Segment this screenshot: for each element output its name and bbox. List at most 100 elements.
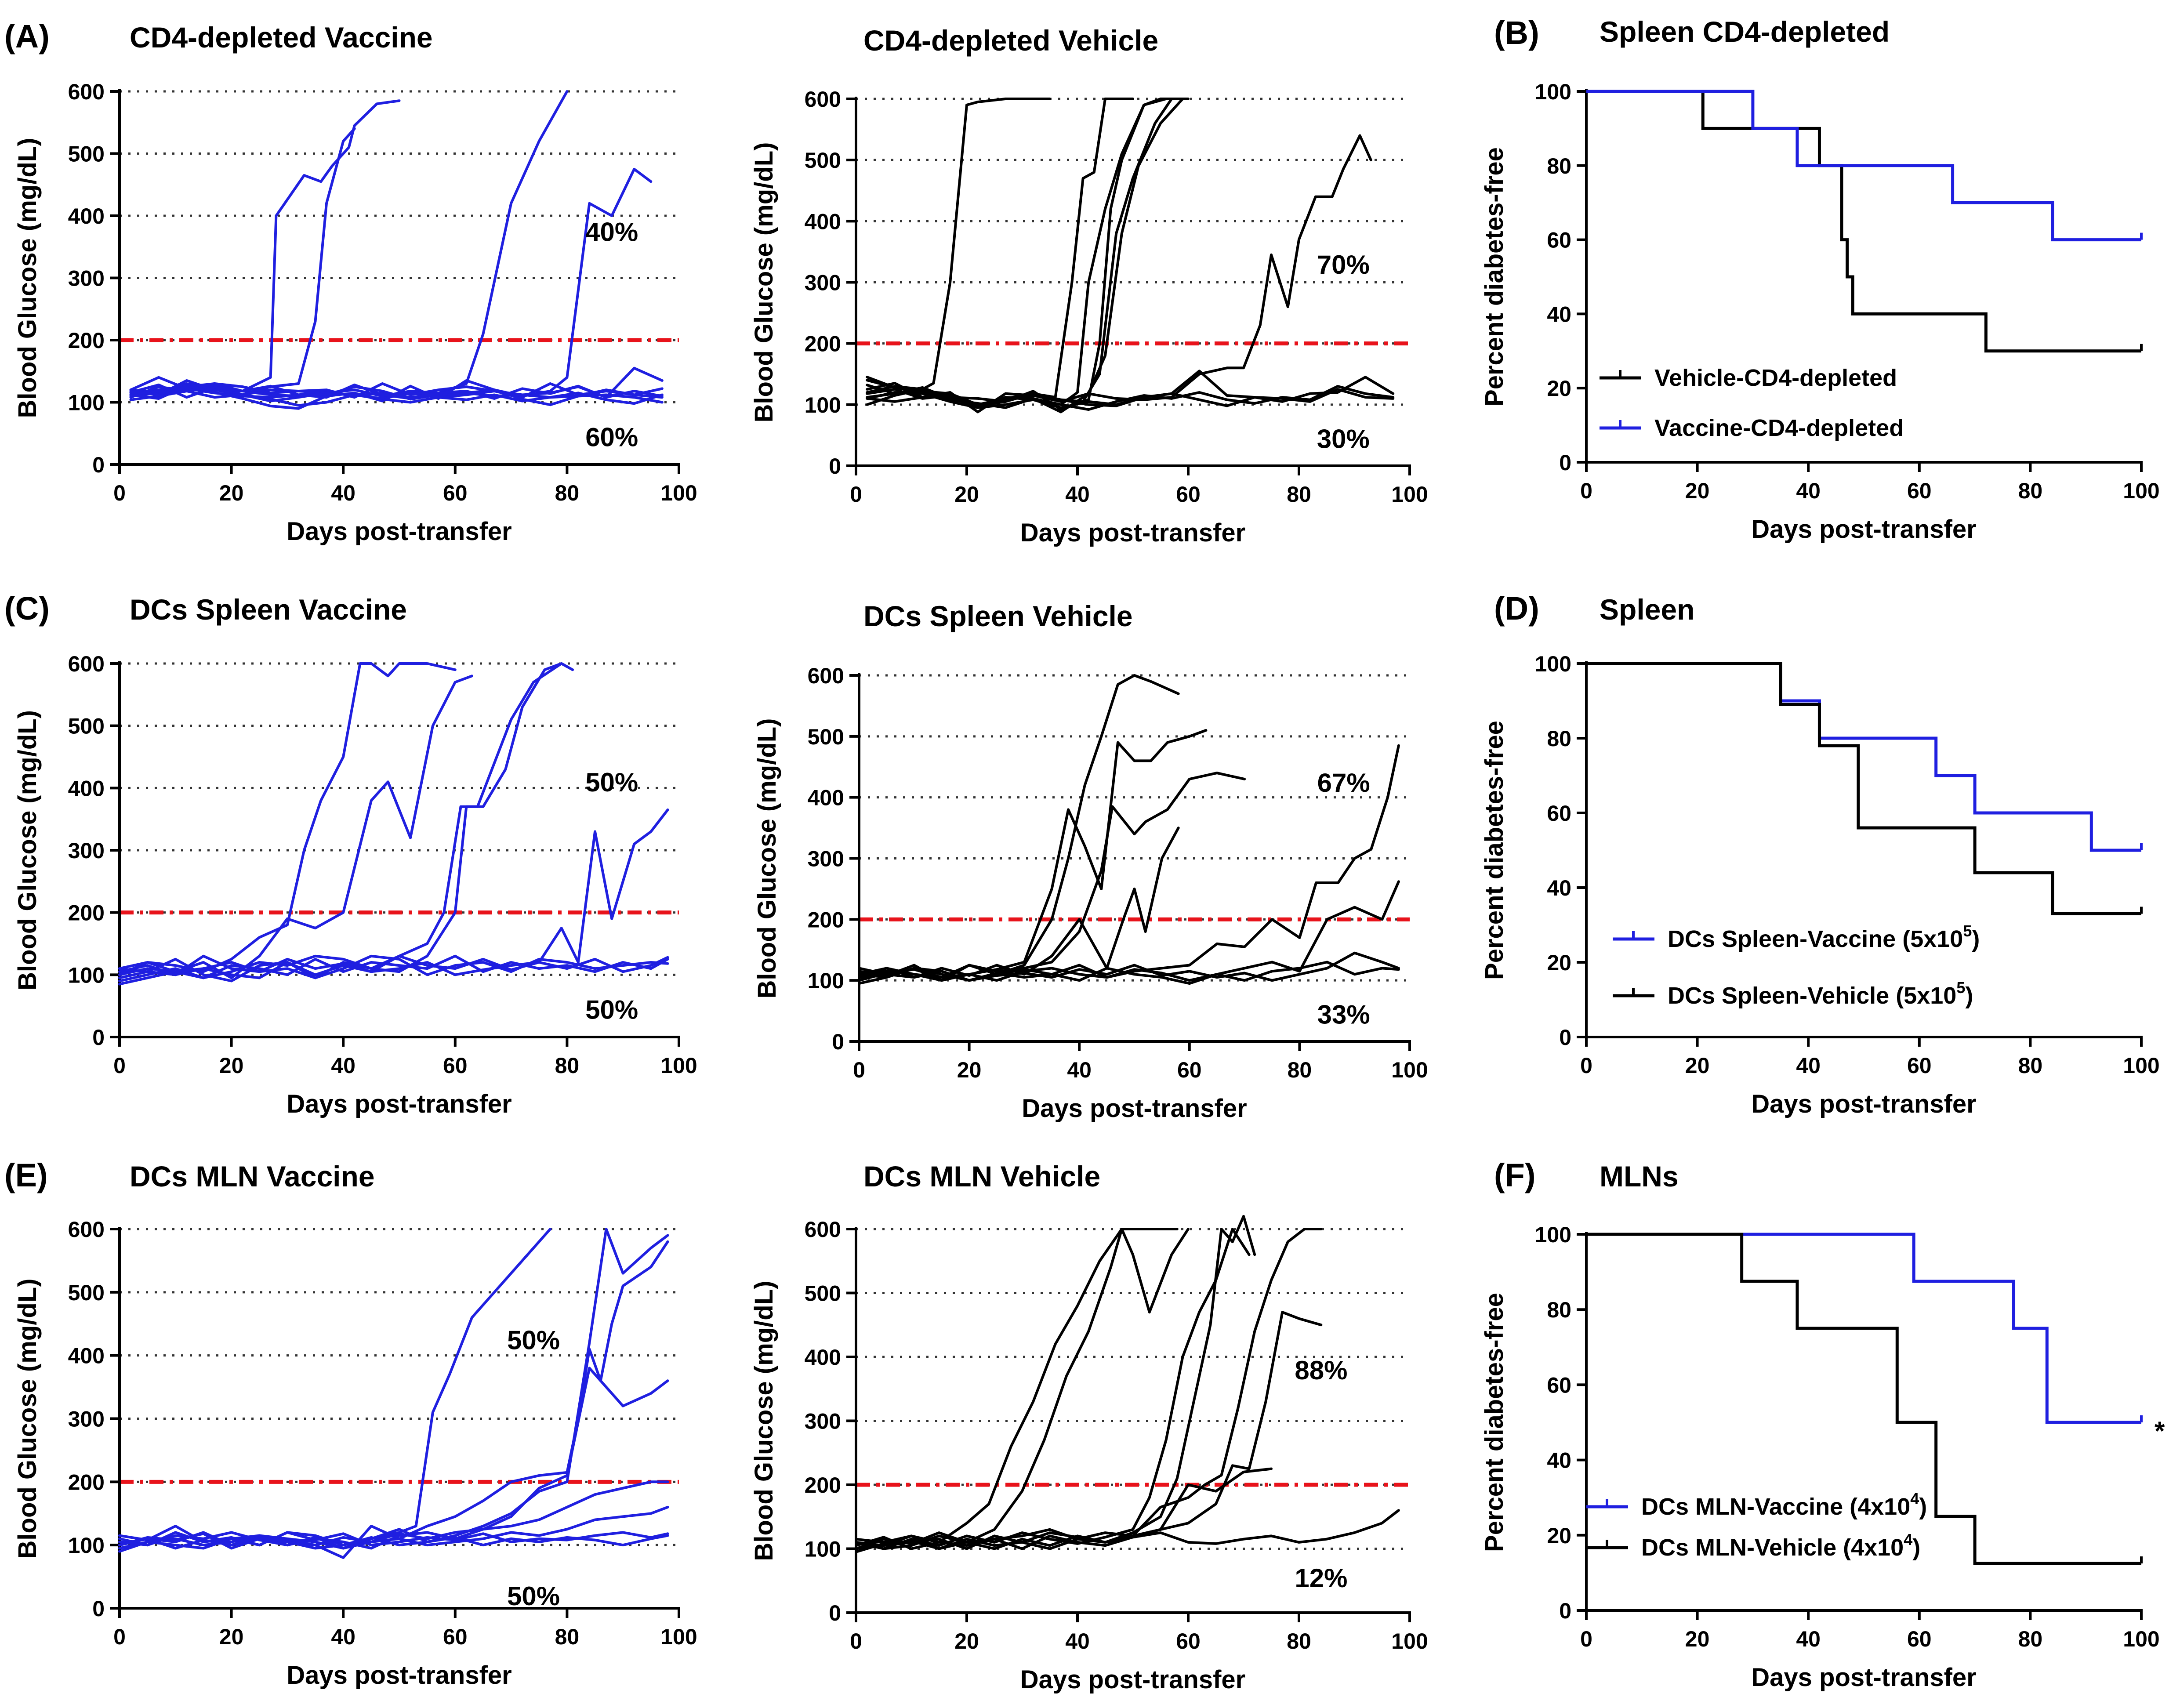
y-tick-label: 100 <box>805 393 841 417</box>
x-tick-label: 40 <box>1067 1058 1092 1082</box>
percent-annotation: 33% <box>1317 1000 1370 1030</box>
survival-curve-1 <box>1586 90 2141 353</box>
y-tick-label: 100 <box>68 963 105 987</box>
x-tick-label: 20 <box>219 1625 244 1649</box>
x-tick-label: 0 <box>1580 1627 1592 1651</box>
x-tick-label: 40 <box>1065 1629 1090 1654</box>
x-tick-label: 40 <box>1065 482 1090 507</box>
y-tick-label: 300 <box>808 847 844 871</box>
survival-curve-1 <box>1586 1233 2141 1424</box>
glucose-trace-8 <box>118 1534 669 1550</box>
y-tick-label: 400 <box>805 1345 841 1370</box>
y-tick-label: 0 <box>1559 1599 1571 1623</box>
glucose-trace-3 <box>858 772 1246 982</box>
legend-label: DCs Spleen-Vehicle (5x105) <box>1668 979 1973 1009</box>
y-tick-label: 400 <box>68 1344 105 1368</box>
y-tick-label: 40 <box>1547 1448 1571 1473</box>
y-tick-label: 100 <box>808 968 844 993</box>
x-tick-label: 60 <box>1907 479 1932 503</box>
y-tick-label: 20 <box>1547 376 1571 401</box>
x-axis-title: Days post-transfer <box>1022 1094 1247 1123</box>
glucose-trace-8 <box>129 390 664 407</box>
survival-curve-2 <box>1586 662 2141 915</box>
x-axis-title: Days post-transfer <box>1751 515 1976 544</box>
survival-curve-2 <box>1586 90 2141 242</box>
glucose-trace-1 <box>118 662 457 973</box>
x-tick-label: 100 <box>1391 1629 1428 1654</box>
y-tick-label: 600 <box>68 80 105 104</box>
y-axis-title: Blood Glucose (mg/dL) <box>750 142 778 423</box>
y-tick-label: 200 <box>808 907 844 932</box>
y-tick-label: 500 <box>808 725 844 749</box>
y-tick-label: 60 <box>1547 1373 1571 1397</box>
x-tick-label: 0 <box>850 482 862 507</box>
percent-annotation: 50% <box>585 768 638 797</box>
x-tick-label: 40 <box>331 481 355 505</box>
glucose-trace-10 <box>129 383 664 400</box>
y-tick-label: 80 <box>1547 726 1571 751</box>
x-tick-label: 100 <box>2123 479 2159 503</box>
x-tick-label: 60 <box>443 481 468 505</box>
glucose-trace-6 <box>855 1311 1323 1550</box>
panel-title: CD4-depleted Vehicle <box>863 24 1158 57</box>
x-tick-label: 60 <box>443 1625 468 1649</box>
y-tick-label: 600 <box>68 1217 105 1242</box>
glucose-trace-7 <box>118 954 669 979</box>
x-tick-label: 60 <box>1907 1053 1932 1078</box>
y-tick-label: 0 <box>1559 1025 1571 1050</box>
glucose-trace-3 <box>129 90 569 398</box>
y-tick-label: 0 <box>829 1601 841 1625</box>
panel-letter: (B) <box>1494 15 1539 51</box>
x-tick-label: 60 <box>1176 1629 1201 1654</box>
x-tick-label: 20 <box>219 481 244 505</box>
y-tick-label: 100 <box>1535 80 1571 104</box>
x-tick-label: 40 <box>1796 1053 1821 1078</box>
panel-letter: (F) <box>1494 1157 1536 1193</box>
y-tick-label: 400 <box>808 786 844 810</box>
glucose-trace-3 <box>855 1228 1251 1550</box>
y-axis-title: Percent diabetes-free <box>1480 147 1509 406</box>
y-tick-label: 60 <box>1547 801 1571 826</box>
x-tick-label: 20 <box>954 482 979 507</box>
panel-title: DCs Spleen Vehicle <box>863 600 1133 632</box>
y-tick-label: 300 <box>68 1407 105 1432</box>
glucose-trace-8 <box>858 961 1400 985</box>
y-tick-label: 400 <box>68 776 105 801</box>
glucose-trace-1 <box>129 99 401 395</box>
percent-annotation: 88% <box>1295 1356 1347 1385</box>
panel-title: DCs MLN Vaccine <box>130 1160 375 1193</box>
panel-f: (F) MLNs 0 20 40 60 80 100 0 20 40 60 80 100 Days post… <box>1480 1157 2165 1692</box>
glucose-trace-3 <box>118 662 574 983</box>
glucose-trace-9 <box>129 379 664 410</box>
glucose-trace-8 <box>866 385 1395 411</box>
percent-annotation: 67% <box>1317 768 1370 798</box>
glucose-trace-4 <box>129 167 653 399</box>
panel-e1: (E) DCs MLN Vaccine 0 20 40 60 80 100 0 100 200 300… <box>4 1157 697 1690</box>
y-tick-label: 600 <box>808 664 844 688</box>
y-tick-label: 80 <box>1547 1298 1571 1322</box>
glucose-trace-6 <box>866 98 1184 413</box>
glucose-trace-6 <box>858 880 1400 982</box>
x-tick-label: 20 <box>219 1053 244 1078</box>
x-tick-label: 60 <box>1907 1627 1932 1651</box>
significance-marker: * <box>2155 1416 2165 1446</box>
x-tick-label: 80 <box>2018 479 2043 503</box>
glucose-trace-2 <box>866 98 1134 406</box>
y-axis-title: Percent diabetes-free <box>1480 721 1509 980</box>
x-tick-label: 60 <box>1176 482 1201 507</box>
panel-a1: (A) CD4-depleted Vaccine 0 20 40 60 80 100 0 100 2… <box>4 18 697 546</box>
y-tick-label: 0 <box>92 453 105 477</box>
y-axis-title: Blood Glucose (mg/dL) <box>13 1279 42 1559</box>
x-tick-label: 20 <box>1685 479 1710 503</box>
x-axis-title: Days post-transfer <box>287 1661 511 1690</box>
x-tick-label: 20 <box>1685 1627 1710 1651</box>
panel-a2: CD4-depleted Vehicle 0 20 40 60 80 100 0 100 200 3… <box>750 24 1428 547</box>
x-axis-title: Days post-transfer <box>1751 1090 1976 1118</box>
glucose-trace-10 <box>866 388 1395 409</box>
x-tick-label: 40 <box>1796 1627 1821 1651</box>
y-tick-label: 300 <box>68 266 105 291</box>
glucose-trace-8 <box>855 1467 1273 1550</box>
y-tick-label: 60 <box>1547 228 1571 253</box>
y-tick-label: 200 <box>68 328 105 353</box>
x-tick-label: 40 <box>1796 479 1821 503</box>
